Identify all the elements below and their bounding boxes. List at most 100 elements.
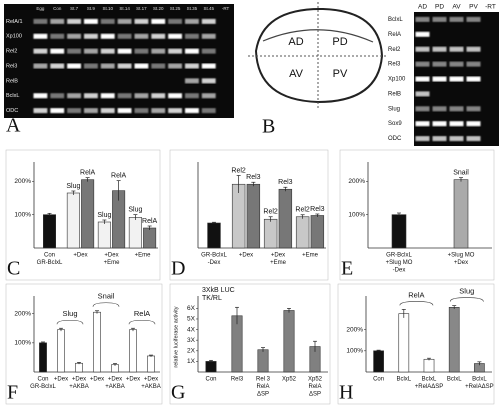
- x-tick-label: Rel3: [231, 377, 244, 383]
- gel-band: [185, 78, 199, 84]
- gel-band: [449, 61, 464, 67]
- bar: [97, 221, 111, 249]
- gel-band: [432, 16, 447, 22]
- row-label: RelA/1: [6, 19, 23, 25]
- x-tick-label: +Dex: [454, 260, 468, 266]
- bar-label: Snail: [453, 170, 469, 177]
- gel-band: [117, 48, 132, 54]
- gel-band: [151, 93, 166, 99]
- chart-title: 3XkB LUC: [202, 287, 235, 294]
- x-tick-label: BclxL: [422, 377, 437, 383]
- y-tick-label: 200%: [348, 178, 365, 185]
- x-tick-label: BclxL: [447, 377, 462, 383]
- bar-label: RelA: [80, 170, 96, 177]
- y-axis-label: relative luciferase activity: [173, 306, 179, 367]
- gel-band: [415, 16, 430, 22]
- row-label: RelB: [388, 91, 401, 97]
- gel-band: [50, 33, 65, 39]
- row-label: Xp100: [6, 34, 22, 40]
- lane-label: -RT: [222, 6, 230, 11]
- plot-frame: [169, 149, 329, 281]
- bar-label: RelA: [134, 309, 150, 318]
- y-tick-label: 6X: [187, 305, 196, 312]
- x-tick-label: ΔSP: [309, 392, 321, 398]
- x-tick-label: GR-BclxL: [37, 260, 63, 266]
- bar-label: Rel3: [278, 179, 293, 186]
- gel-band: [185, 93, 199, 99]
- gel-band: [33, 93, 48, 99]
- gel-band: [415, 91, 430, 97]
- gel-band: [201, 18, 216, 24]
- gel-band: [67, 33, 81, 39]
- x-tick-label: +RelAΔSP: [415, 384, 444, 390]
- gel-band: [33, 63, 48, 69]
- gel-band: [449, 136, 464, 142]
- gel-band: [33, 108, 48, 114]
- x-tick-label: +Dex: [104, 253, 118, 259]
- x-tick-label: BclxL: [472, 377, 487, 383]
- gel-band: [185, 18, 199, 24]
- x-tick-label: +Eme: [270, 260, 287, 266]
- bar: [207, 222, 221, 249]
- gel-band: [50, 48, 65, 54]
- gel-band: [50, 108, 65, 114]
- lane-label: St.35: [187, 6, 198, 11]
- gel-band: [466, 106, 481, 112]
- gel-band: [185, 33, 199, 39]
- gel-band: [100, 48, 115, 54]
- x-tick-label: Xp52: [308, 377, 323, 383]
- x-tick-label: Xp52: [282, 377, 297, 383]
- gel-band: [432, 76, 447, 82]
- y-tick-label: 1X: [187, 358, 196, 365]
- gel-band: [168, 63, 182, 69]
- bar-label: Rel2: [231, 167, 246, 174]
- gel-band: [117, 18, 132, 24]
- gel-band: [415, 106, 430, 112]
- gel-band: [185, 63, 199, 69]
- plot-frame: [5, 149, 161, 281]
- gel-band: [67, 18, 81, 24]
- bar-label: Slug: [459, 287, 474, 296]
- x-tick-label: +Dex: [108, 377, 122, 383]
- lane-label: Con: [53, 6, 62, 11]
- x-tick-label: GR-BclxL: [30, 384, 56, 390]
- lane-label: St.20: [153, 6, 164, 11]
- gel-band: [449, 16, 464, 22]
- bar: [257, 349, 269, 373]
- x-tick-label: +Dex: [144, 377, 158, 383]
- x-tick-label: GR-BclxL: [201, 253, 227, 259]
- gel-band: [449, 121, 464, 127]
- brace: [56, 319, 84, 325]
- gel-band: [466, 136, 481, 142]
- bar-label: RelA: [408, 290, 424, 299]
- gel-band: [168, 48, 182, 54]
- gel-band: [185, 108, 199, 114]
- gel-band: [432, 46, 447, 52]
- row-label: Rel3: [6, 63, 17, 69]
- y-tick-label: 2X: [187, 348, 196, 355]
- row-label: BclxL: [388, 17, 403, 23]
- neural-plate: [262, 29, 374, 43]
- gel-band: [84, 93, 98, 99]
- bar: [391, 214, 407, 249]
- x-tick-label: Con: [205, 377, 216, 383]
- x-tick-label: BclxL: [396, 377, 411, 383]
- gel-band: [100, 108, 115, 114]
- bar: [205, 361, 217, 373]
- bar: [263, 218, 278, 249]
- gel-band: [185, 48, 199, 54]
- bar-label: Rel3: [246, 174, 261, 181]
- plot-frame: [337, 283, 495, 405]
- gel-band: [117, 93, 132, 99]
- gel-band: [415, 121, 430, 127]
- row-label: Rel2: [6, 49, 17, 55]
- bar: [453, 179, 469, 249]
- gel-band: [84, 18, 98, 24]
- bar-label: RelA: [111, 173, 127, 180]
- panel-letter: F: [7, 382, 18, 404]
- gel-band: [201, 48, 216, 54]
- gel-band: [50, 63, 65, 69]
- row-label: Slug: [388, 106, 400, 112]
- row-label: RelA: [388, 32, 401, 38]
- panel-letter: A: [6, 115, 21, 137]
